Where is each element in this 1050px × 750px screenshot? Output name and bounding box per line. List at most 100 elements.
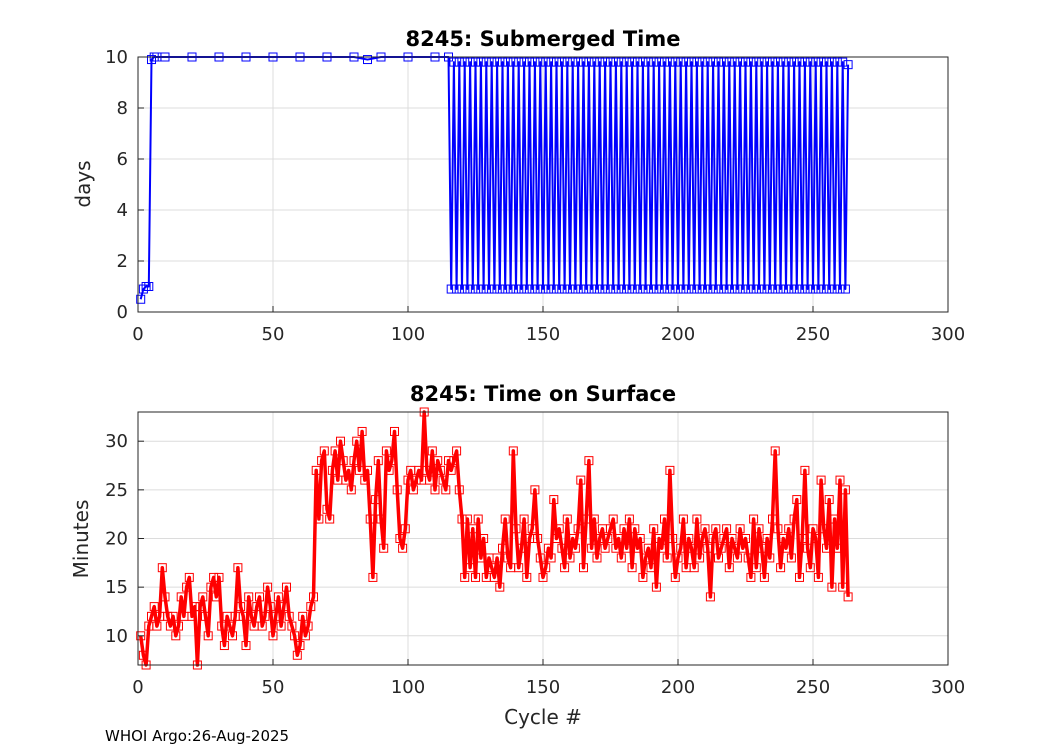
time-on-surface-point <box>651 582 661 592</box>
time-on-surface-point <box>365 514 375 524</box>
time-on-surface-point <box>244 592 254 602</box>
time-on-surface-point <box>576 475 586 485</box>
submerged-time-point <box>730 57 740 67</box>
time-on-surface-point <box>268 631 278 641</box>
time-on-surface-point <box>822 543 831 553</box>
time-on-surface-point <box>468 524 478 534</box>
submerged-time-point <box>665 57 675 67</box>
time-on-surface-point <box>279 602 289 612</box>
submerged-time-ytick-label: 10 <box>105 47 128 68</box>
time-on-surface-point <box>697 534 707 543</box>
time-on-surface-xtick-label: 150 <box>526 677 560 698</box>
submerged-time-point <box>689 284 699 294</box>
time-on-surface-point <box>803 543 813 553</box>
time-on-surface-point <box>246 611 256 621</box>
time-on-surface-point <box>214 572 224 582</box>
submerged-time-point <box>600 57 610 67</box>
submerged-time-point <box>714 57 723 67</box>
time-on-surface-point <box>687 543 696 553</box>
time-on-surface-point <box>816 475 826 485</box>
time-on-surface-point <box>352 436 362 446</box>
time-on-surface-point <box>209 572 219 582</box>
submerged-time-point <box>619 284 629 294</box>
time-on-surface-point <box>538 572 548 582</box>
time-on-surface-point <box>344 465 354 475</box>
submerged-time-point <box>484 284 494 294</box>
time-on-surface-point <box>376 514 386 524</box>
time-on-surface-point <box>201 611 210 621</box>
time-on-surface-point <box>309 592 318 602</box>
submerged-time-point <box>643 57 653 67</box>
time-on-surface-xtick-label: 100 <box>391 677 425 698</box>
submerged-time-point <box>816 57 826 67</box>
submerged-time-point <box>838 57 848 67</box>
time-on-surface-point <box>330 446 340 456</box>
submerged-time-point <box>514 57 524 67</box>
time-on-surface-point <box>813 572 823 582</box>
submerged-time-point <box>754 284 764 294</box>
submerged-time-point <box>144 282 154 291</box>
submerged-time-point <box>595 57 605 67</box>
time-on-surface-point <box>743 553 753 563</box>
time-on-surface-point <box>638 572 648 582</box>
submerged-time-point <box>703 57 713 67</box>
time-on-surface-point <box>670 572 680 582</box>
time-on-surface-line <box>138 410 850 667</box>
submerged-time-point <box>554 284 564 294</box>
submerged-time-point <box>770 284 780 294</box>
submerged-time-point <box>749 284 759 294</box>
submerged-time-point <box>768 57 777 67</box>
submerged-time-point <box>649 57 659 67</box>
time-on-surface-point <box>438 475 448 485</box>
submerged-time-xtick-label: 0 <box>132 324 143 345</box>
time-on-surface-point <box>543 543 553 553</box>
time-on-surface-point <box>295 641 305 651</box>
time-on-surface-point <box>619 524 629 534</box>
submerged-time-point <box>592 284 602 294</box>
time-on-surface-point <box>611 543 621 553</box>
time-on-surface-xtick-label: 300 <box>931 677 965 698</box>
time-on-surface-ylabel: Minutes <box>69 500 93 579</box>
time-on-surface-xtick-label: 50 <box>262 677 285 698</box>
submerged-time-point <box>138 284 148 294</box>
time-on-surface-point <box>206 582 216 592</box>
submerged-time-point <box>579 57 588 67</box>
submerged-time-point <box>557 57 567 67</box>
time-on-surface-point <box>573 524 583 534</box>
time-on-surface-point <box>381 446 391 456</box>
submerged-time-point <box>552 57 561 67</box>
submerged-time-point <box>487 57 497 67</box>
submerged-time-point <box>597 284 607 294</box>
time-on-surface-point <box>314 514 324 524</box>
time-on-surface-point <box>519 514 529 524</box>
time-on-surface-point <box>535 553 545 563</box>
time-on-surface-xtick-label: 250 <box>796 677 830 698</box>
time-on-surface-ytick-label: 20 <box>105 529 128 550</box>
submerged-time-xtick-label: 50 <box>262 324 285 345</box>
time-on-surface-point <box>770 446 780 456</box>
submerged-time-point <box>651 284 661 294</box>
time-on-surface-point <box>527 524 537 534</box>
time-on-surface-point <box>759 572 769 582</box>
time-on-surface-point <box>176 592 186 602</box>
time-on-surface-point <box>368 572 378 582</box>
time-on-surface-point <box>460 572 470 582</box>
submerged-time-point <box>662 284 672 294</box>
time-on-surface-point <box>660 514 669 524</box>
time-on-surface-xtick-label: 0 <box>132 677 143 698</box>
time-on-surface-xlabel: Cycle # <box>504 705 582 729</box>
time-on-surface-point <box>840 485 850 495</box>
time-on-surface-point <box>778 534 788 543</box>
time-on-surface-point <box>746 572 756 582</box>
time-on-surface-point <box>163 611 173 621</box>
submerged-time-point <box>581 284 591 294</box>
time-on-surface-point <box>624 514 634 524</box>
time-on-surface-point <box>446 465 456 475</box>
time-on-surface-point <box>570 543 580 553</box>
time-on-surface-point <box>371 495 381 505</box>
submerged-time-point <box>678 284 688 294</box>
submerged-time-point <box>573 57 583 67</box>
time-on-surface-point <box>614 534 624 543</box>
time-on-surface-point <box>554 524 564 534</box>
time-on-surface-point <box>765 553 775 563</box>
